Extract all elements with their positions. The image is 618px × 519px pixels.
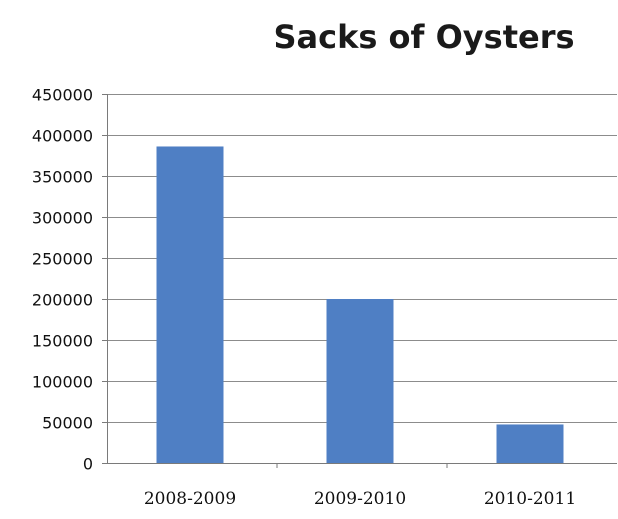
x-tick-labels: 2008-2009 2009-2010 2010-2011: [144, 489, 576, 509]
y-tick-label-3: 150000: [32, 332, 93, 351]
y-tick-labels: 0 50000 100000 150000 200000 250000 300000 3500…: [32, 86, 93, 474]
y-tick-label-7: 350000: [32, 168, 93, 187]
bar-2010-2011: [496, 424, 564, 463]
y-tick-label-2: 100000: [32, 373, 93, 392]
y-tick-label-8: 400000: [32, 127, 93, 146]
y-tick-label-1: 50000: [42, 414, 93, 433]
bars: [156, 146, 564, 464]
y-tick-label-6: 300000: [32, 209, 93, 228]
y-tick-label-4: 200000: [32, 291, 93, 310]
bar-2008-2009: [156, 146, 224, 464]
bar-2009-2010: [326, 299, 394, 463]
y-tick-label-5: 250000: [32, 250, 93, 269]
y-tick-label-0: 0: [83, 455, 93, 474]
y-tick-label-9: 450000: [32, 86, 93, 105]
x-tick-label-2009-2010: 2009-2010: [314, 489, 406, 509]
x-tick-label-2008-2009: 2008-2009: [144, 489, 236, 509]
x-tick-label-2010-2011: 2010-2011: [484, 489, 576, 509]
chart-title: Sacks of Oysters: [273, 18, 574, 56]
axes: [102, 94, 617, 468]
